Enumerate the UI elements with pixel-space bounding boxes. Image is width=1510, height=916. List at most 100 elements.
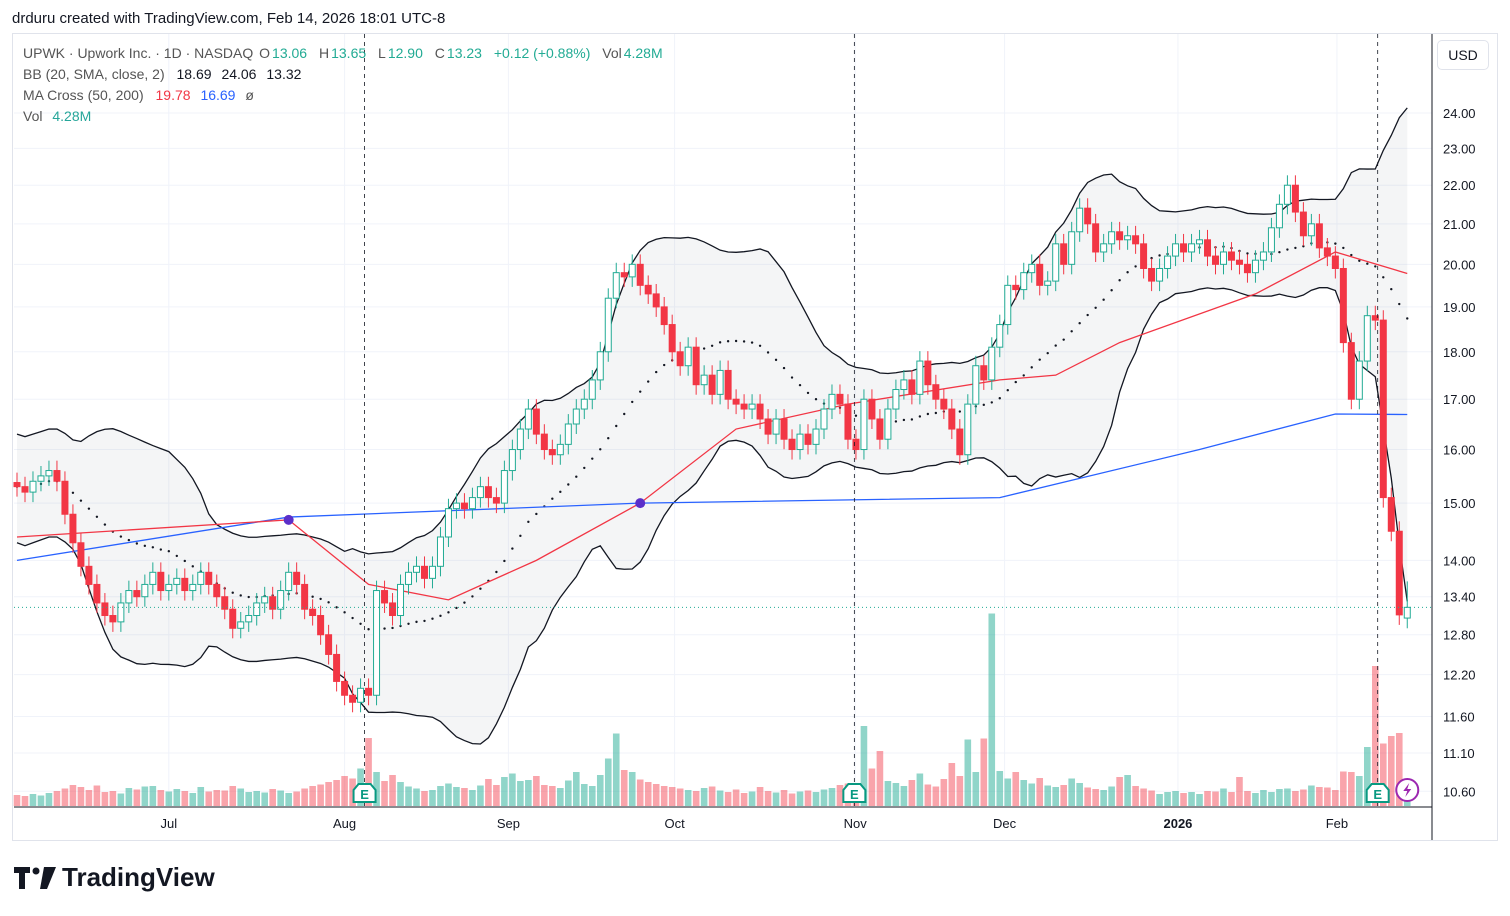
bb-mid-value: 18.69 — [176, 66, 212, 82]
candle — [956, 419, 964, 465]
earnings-label: E — [850, 787, 859, 802]
ma-cross-label[interactable]: MA Cross (50, 200) — [23, 87, 144, 103]
bb-label[interactable]: BB (20, SMA, close, 2) — [23, 66, 165, 82]
candle-body — [524, 408, 532, 430]
volume-bar — [1068, 778, 1075, 806]
legend-symbol[interactable]: UPWK · Upwork Inc. · 1D · NASDAQ — [23, 45, 254, 61]
volume-bar — [1196, 794, 1203, 806]
candle-body — [1052, 243, 1060, 282]
candle-body — [1076, 207, 1084, 233]
volume-bar — [692, 791, 700, 806]
candle — [413, 556, 420, 583]
candle — [804, 424, 812, 455]
candle-body — [644, 284, 652, 295]
volume-bar — [1379, 743, 1387, 806]
ma-cross-marker — [635, 498, 646, 509]
candle-body — [612, 272, 620, 299]
volume-bar — [956, 776, 964, 806]
candle-body — [133, 590, 141, 598]
volume-bar — [788, 793, 796, 806]
candle — [1196, 229, 1204, 254]
candle — [341, 671, 349, 706]
volume-bar — [732, 789, 740, 806]
bb-middle-dot — [1278, 250, 1281, 254]
volume-bar — [812, 792, 820, 806]
candle-body — [109, 615, 117, 623]
legend-bb-row: BB (20, SMA, close, 2) 18.69 24.06 13.32 — [23, 66, 303, 82]
bb-middle-dot — [407, 622, 410, 625]
candle-body — [1267, 227, 1275, 253]
candle-body — [237, 621, 245, 629]
bb-middle-dot — [742, 340, 746, 343]
candle-body — [1307, 223, 1315, 237]
candle-body — [1060, 243, 1068, 265]
volume-bar — [796, 791, 804, 806]
earnings-label: E — [1373, 787, 1382, 802]
candle — [916, 351, 924, 405]
bb-middle-dot — [1110, 289, 1113, 292]
candle — [780, 409, 788, 450]
candle-body — [1235, 259, 1243, 265]
bb-middle-dot — [982, 403, 985, 407]
volume-bar — [700, 788, 708, 806]
y-tick-label: 16.00 — [1443, 443, 1476, 458]
volume-bar — [61, 788, 69, 806]
candle — [964, 394, 972, 465]
candle-body — [1291, 184, 1299, 213]
candle-body — [964, 403, 972, 456]
bb-upper-line — [16, 107, 1408, 555]
candle-body — [317, 615, 325, 636]
bb-middle-dot — [647, 380, 650, 383]
volume-bar — [780, 790, 788, 806]
candle — [1156, 258, 1164, 292]
volume-bar — [1132, 786, 1139, 806]
bb-middle-dot — [774, 358, 778, 362]
candle — [828, 384, 836, 420]
candle-body — [117, 602, 125, 623]
candle-body — [1100, 243, 1108, 253]
candle — [876, 409, 884, 450]
volume-bar — [1108, 786, 1115, 806]
volume-bar — [1395, 733, 1403, 806]
candle-body — [53, 470, 61, 482]
candle-body — [205, 571, 213, 585]
candle — [317, 605, 325, 645]
bb-middle-dot — [175, 554, 178, 558]
low-value: 12.90 — [387, 45, 423, 61]
volume-bar — [157, 790, 165, 806]
candle-body — [1156, 267, 1164, 282]
volume-bar — [1236, 777, 1243, 806]
currency-button[interactable]: USD — [1437, 40, 1489, 70]
volume-bar — [85, 790, 93, 806]
volume-bar — [588, 786, 596, 806]
x-tick-label: 2026 — [1163, 816, 1192, 831]
candle — [1068, 221, 1076, 275]
candle — [1371, 305, 1379, 331]
bb-middle-dot — [607, 437, 610, 440]
candle — [69, 504, 77, 553]
volume-bar — [1164, 792, 1171, 806]
candle — [1212, 246, 1219, 275]
candle — [1235, 250, 1243, 275]
bb-middle-dot — [1126, 271, 1129, 274]
candle — [732, 389, 740, 415]
volume-bar — [405, 786, 412, 806]
candle-body — [1204, 239, 1212, 257]
candle-body — [1084, 207, 1092, 225]
volume-label[interactable]: Vol — [23, 108, 43, 124]
bb-middle-dot — [1286, 248, 1289, 251]
candle-body — [580, 398, 588, 410]
ma50-line — [16, 251, 1408, 601]
candle-body — [1339, 267, 1347, 344]
candle-body — [884, 408, 892, 440]
bb-middle-dot — [231, 591, 234, 594]
tradingview-logo[interactable]: TradingView — [14, 862, 215, 893]
volume-bar — [93, 785, 101, 806]
volume-bar — [565, 780, 572, 806]
bb-middle-dot — [519, 534, 522, 538]
candle — [716, 360, 724, 405]
candle-body — [141, 583, 149, 598]
candle-body — [277, 590, 285, 610]
candle-body — [1012, 284, 1020, 291]
